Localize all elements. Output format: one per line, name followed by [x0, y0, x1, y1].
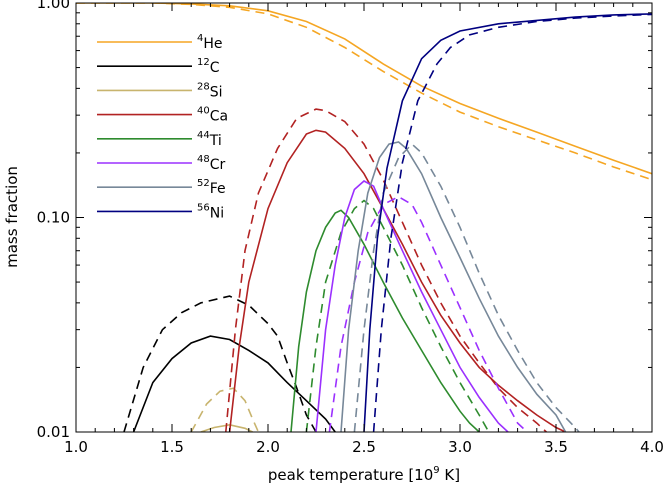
series-c-dashed-line	[123, 295, 317, 432]
x-tick-label: 1.0	[64, 438, 88, 456]
legend-label-c: 12C	[197, 57, 220, 76]
series-ni-dashed-line	[372, 13, 652, 432]
series-cr-dashed-line	[328, 195, 528, 432]
series-ni-solid-line	[363, 13, 652, 432]
legend-label-si: 28Si	[197, 81, 223, 100]
y-tick-label: 0.10	[37, 209, 70, 227]
legend-label-he: 4He	[197, 33, 223, 52]
x-tick-label: 2.5	[352, 438, 376, 456]
x-tick-label: 1.5	[160, 438, 184, 456]
legend-label-cr: 48Cr	[197, 154, 226, 173]
series-he-dashed-line	[76, 3, 652, 181]
series-cr-solid-line	[315, 180, 509, 432]
legend-label-fe: 52Fe	[197, 178, 226, 197]
ticks-layer: 1.0 1.5 2.0 2.5 3.0 3.5 4.0 1.00 0.10 0.01	[37, 0, 664, 456]
y-tick-label: 1.00	[37, 0, 70, 12]
legend-label-ti: 44Ti	[197, 130, 222, 149]
x-tick-label: 2.0	[256, 438, 280, 456]
series-layer	[76, 3, 652, 432]
series-ti-dashed-line	[305, 199, 490, 432]
series-si-dashed-line	[190, 387, 260, 432]
x-axis-label: peak temperature [109 K]	[268, 465, 460, 484]
legend-label-ca: 40Ca	[197, 106, 228, 125]
series-fe-solid-line	[340, 141, 567, 432]
y-tick-label: 0.01	[37, 423, 70, 441]
legend-label-ni: 56Ni	[197, 202, 224, 221]
series-he-solid-line	[76, 3, 652, 175]
series-ca-dashed-line	[225, 108, 547, 432]
series-fe-dashed-line	[353, 142, 580, 432]
x-tick-label: 3.0	[448, 438, 472, 456]
legend: 4He 12C 28Si 40Ca 44Ti 48Cr 52Fe 56Ni	[97, 33, 228, 221]
series-ca-solid-line	[228, 129, 566, 432]
x-tick-label: 4.0	[640, 438, 664, 456]
y-axis-label: mass fraction	[3, 166, 21, 268]
series-ti-solid-line	[290, 209, 480, 432]
series-si-solid-line	[200, 423, 253, 432]
x-tick-label: 3.5	[544, 438, 568, 456]
